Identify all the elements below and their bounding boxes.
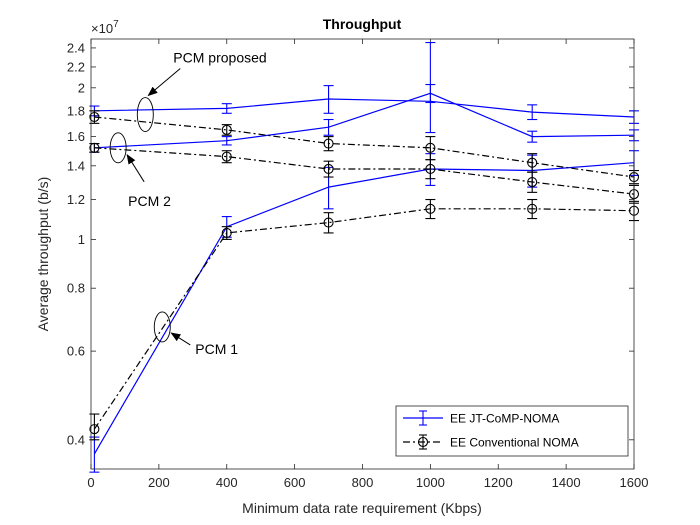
legend-box: [395, 405, 629, 457]
data-point: [221, 227, 232, 238]
y-tick-label: 2.4: [67, 40, 85, 55]
series: [89, 198, 640, 441]
y-tick-label: 2.2: [67, 59, 85, 74]
x-tick-label: 1200: [484, 475, 513, 490]
data-point: [89, 142, 100, 153]
x-tick-label: 1000: [416, 475, 445, 490]
annotation-ellipse: [136, 97, 154, 132]
annotations: PCM proposed PCM 2 PCM 1: [109, 50, 267, 357]
series-group: [89, 41, 640, 473]
annotation-label: PCM proposed: [173, 50, 266, 66]
data-point: [89, 111, 100, 123]
legend-entry: EE JT-CoMP-NOMA: [403, 410, 559, 426]
data-point: [425, 203, 436, 214]
annotation-ellipse: [109, 132, 127, 164]
legend-label: EE JT-CoMP-NOMA: [450, 412, 559, 426]
y-axis-title: Average throughput (b/s): [35, 177, 51, 332]
x-tick-label: 400: [216, 475, 238, 490]
data-point: [527, 157, 538, 168]
x-tick-label: 800: [352, 475, 374, 490]
y-tick-label: 0.6: [67, 344, 85, 359]
data-point: [323, 163, 334, 175]
y-tick-label: 1.6: [67, 129, 85, 144]
legend-marker: [417, 436, 429, 448]
annotation-label: PCM 2: [128, 193, 171, 209]
legend-entry: EE Conventional NOMA: [403, 434, 579, 450]
annotation-arrow: [126, 153, 145, 183]
x-tick-label: 1600: [620, 475, 649, 490]
series-line: [93, 208, 635, 430]
data-point: [425, 142, 436, 153]
data-point: [221, 151, 232, 162]
annotation-label: PCM 1: [195, 341, 238, 357]
series: [89, 110, 640, 185]
series-line: [94, 147, 635, 195]
y-tick-label: 1: [78, 232, 85, 247]
chart-title: Throughput: [323, 16, 402, 32]
x-tick-label: 200: [148, 475, 170, 490]
series-line: [94, 116, 635, 178]
data-point: [89, 424, 100, 435]
y-tick-label: 2: [78, 80, 85, 95]
annotation-arrow: [147, 68, 181, 97]
x-tick-label: 1400: [552, 475, 581, 490]
data-point: [527, 203, 538, 214]
annotation-arrow: [170, 332, 191, 346]
y-tick-label: 1.4: [67, 158, 85, 173]
legend: EE JT-CoMP-NOMA EE Conventional NOMA: [395, 405, 629, 457]
y-tick-label: 0.8: [67, 281, 85, 296]
y-exponent-base: ×10: [91, 21, 113, 36]
series: [89, 142, 640, 204]
axis-ticks: 0 200 400 600 800 1000 1200 1400 1600 0.4 0.6 0.8 1 1…: [67, 39, 649, 490]
data-point: [425, 163, 436, 175]
x-axis-title: Minimum data rate requirement (Kbps): [242, 500, 482, 516]
x-tick-label: 0: [87, 475, 94, 490]
data-point: [323, 138, 334, 149]
plot-area: [91, 39, 634, 469]
y-exponent-power: 7: [113, 19, 119, 30]
data-point: [221, 124, 232, 135]
data-point: [323, 217, 334, 228]
series-line: [94, 98, 635, 118]
x-tick-label: 600: [284, 475, 306, 490]
y-tick-label: 1.2: [67, 192, 85, 207]
data-point: [527, 176, 538, 188]
annotation-ellipse: [153, 311, 171, 343]
y-tick-label: 0.4: [67, 432, 85, 447]
series-line: [94, 92, 635, 149]
legend-label: EE Conventional NOMA: [450, 436, 579, 450]
y-exponent-label: ×107: [91, 19, 119, 36]
plot-frame: [90, 38, 635, 470]
y-tick-label: 1.8: [67, 103, 85, 118]
